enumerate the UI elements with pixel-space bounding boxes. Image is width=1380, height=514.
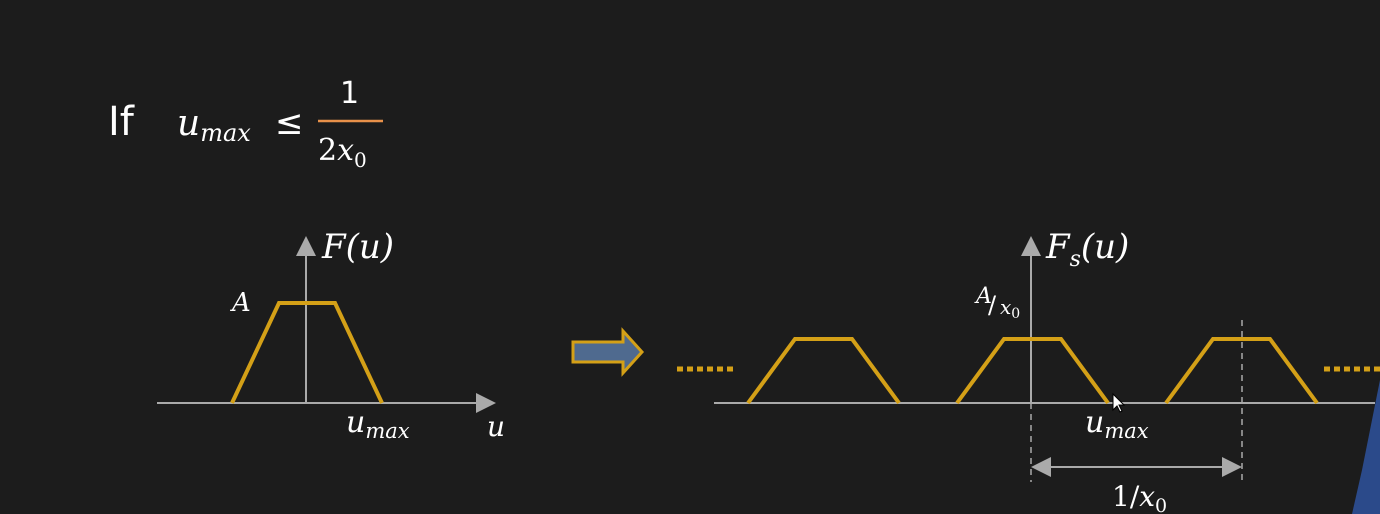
svg-text:A: A	[974, 284, 992, 309]
right-umax-label: umax	[1085, 405, 1149, 443]
svg-text:x0: x0	[1000, 295, 1020, 322]
left-spectrum-plot: F(u) A umax u	[157, 227, 505, 443]
svg-text:/: /	[988, 291, 997, 319]
edge-decoration	[1352, 380, 1380, 514]
condition-lhs: umax	[177, 103, 251, 147]
left-axis-var: u	[487, 410, 505, 443]
condition-formula: If umax ≤ 1 2x0	[108, 76, 383, 172]
replica-right	[1164, 337, 1319, 405]
period-label: 1/x0	[1112, 480, 1167, 514]
if-word: If	[108, 99, 135, 145]
replica-left	[746, 337, 901, 405]
condition-denominator: 2x0	[318, 133, 367, 172]
mouse-cursor-icon	[1112, 392, 1126, 413]
condition-relation: ≤	[275, 103, 304, 143]
right-amplitude-label: A / x0	[974, 284, 1020, 322]
right-spectrum-plot: Fs(u) A / x0 umax 1/x0	[677, 227, 1380, 514]
replica-center	[955, 337, 1110, 405]
left-func-label: F(u)	[321, 227, 394, 267]
left-trapezoid	[230, 301, 384, 404]
block-arrow-icon	[571, 327, 645, 377]
left-umax-label: umax	[346, 405, 410, 443]
condition-numerator: 1	[340, 76, 359, 111]
left-amplitude-label: A	[230, 288, 251, 318]
right-func-label: Fs(u)	[1045, 227, 1129, 272]
